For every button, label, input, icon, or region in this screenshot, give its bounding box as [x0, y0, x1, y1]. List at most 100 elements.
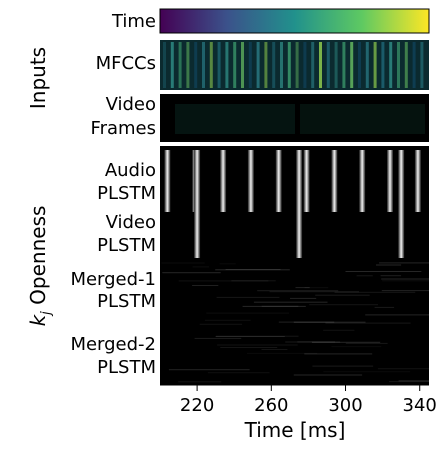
- mfcc-stripe: [397, 42, 400, 88]
- mfcc-stripe: [264, 42, 267, 88]
- x-tick-label: 220: [180, 395, 214, 416]
- mfcc-stripe: [358, 42, 361, 88]
- mfcc-stripe: [257, 42, 260, 88]
- openness-noise-line: [200, 324, 242, 325]
- openness-noise-line: [376, 265, 401, 266]
- openness-noise-line: [312, 342, 380, 343]
- openness-noise-line: [279, 322, 334, 323]
- mfcc-stripe: [405, 42, 408, 88]
- mfcc-stripe: [303, 42, 306, 88]
- openness-noise-line: [192, 285, 218, 286]
- mfcc-stripe: [374, 42, 377, 88]
- video-plstm-label-2: PLSTM: [97, 235, 156, 256]
- openness-noise-line: [325, 323, 410, 324]
- openness-group-title: kj Openness: [26, 206, 54, 327]
- openness-noise-line: [179, 280, 269, 281]
- openness-noise-line: [217, 345, 298, 346]
- video-frames-glow-1: [175, 104, 295, 134]
- merged1-plstm-label-1: Merged-1: [70, 269, 156, 290]
- video-frames-glow-2: [300, 104, 425, 134]
- x-tick-label: 260: [254, 395, 288, 416]
- audio-plstm-label-1: Audio: [105, 160, 156, 181]
- openness-noise-line: [262, 349, 288, 350]
- openness-noise-line: [379, 262, 440, 263]
- video-pulse: [296, 150, 302, 258]
- x-axis-title: Time [ms]: [244, 418, 346, 442]
- openness-noise-line: [365, 314, 444, 315]
- openness-noise-line: [262, 306, 299, 307]
- mfcc-stripe: [280, 42, 283, 88]
- openness-noise-line: [195, 338, 242, 339]
- audio-pulse: [248, 150, 254, 212]
- openness-noise-line: [381, 275, 402, 276]
- openness-noise-line: [375, 307, 395, 308]
- mfcc-stripe: [381, 42, 384, 88]
- audio-pulse: [415, 150, 421, 212]
- mfcc-stripe: [389, 42, 392, 88]
- inputs-group-title: Inputs: [26, 47, 50, 109]
- openness-noise-line: [169, 369, 250, 370]
- mfcc-panel: [160, 40, 429, 90]
- openness-noise-line: [382, 290, 444, 291]
- merged1-plstm-label-2: PLSTM: [97, 291, 156, 312]
- mfcc-stripe: [272, 42, 275, 88]
- openness-noise-line: [346, 271, 422, 272]
- audio-pulse: [304, 150, 310, 212]
- audio-pulse: [276, 150, 282, 212]
- x-tick-label: 340: [403, 395, 437, 416]
- openness-noise-line: [178, 381, 221, 382]
- mfcc-stripe: [225, 42, 228, 88]
- video-pulse: [194, 150, 200, 258]
- openness-noise-line: [193, 266, 209, 267]
- mfcc-stripe: [163, 42, 166, 88]
- openness-noise-line: [162, 263, 205, 264]
- video-frames-label-2: Frames: [91, 118, 156, 139]
- audio-plstm-label-2: PLSTM: [97, 183, 156, 204]
- openness-noise-line: [399, 380, 444, 381]
- mfcc-stripe: [233, 42, 236, 88]
- openness-noise-line: [382, 280, 433, 281]
- mfcc-stripe: [350, 42, 353, 88]
- mfcc-stripe: [249, 42, 252, 88]
- openness-noise-line: [381, 279, 444, 280]
- openness-noise-line: [270, 291, 360, 292]
- audio-pulse: [387, 150, 393, 212]
- openness-noise-line: [254, 302, 328, 303]
- openness-noise-line: [217, 297, 280, 298]
- mfcc-stripe: [366, 42, 369, 88]
- audio-pulse: [164, 150, 170, 212]
- mfcc-label: MFCCs: [96, 53, 156, 74]
- openness-noise-line: [294, 375, 362, 376]
- openness-noise-line: [315, 295, 370, 296]
- openness-noise-line: [257, 290, 338, 291]
- mfcc-stripe: [413, 42, 416, 88]
- video-pulse: [398, 150, 404, 258]
- video-frames-label-1: Video: [106, 94, 156, 115]
- openness-noise-line: [331, 346, 381, 347]
- mfcc-stripe: [179, 42, 182, 88]
- mfcc-stripe: [311, 42, 314, 88]
- openness-noise-line: [305, 287, 329, 288]
- audio-pulse: [359, 150, 365, 212]
- mfcc-stripe: [194, 42, 197, 88]
- mfcc-stripe: [241, 42, 244, 88]
- mfcc-stripe: [202, 42, 205, 88]
- video-plstm-label-1: Video: [106, 212, 156, 233]
- openness-noise-line: [162, 272, 220, 273]
- colorbar: [160, 9, 429, 33]
- mfcc-stripe: [288, 42, 291, 88]
- openness-noise-line: [378, 368, 444, 369]
- openness-noise-line: [312, 366, 373, 367]
- openness-noise-line: [357, 275, 373, 276]
- mfcc-stripe: [186, 42, 189, 88]
- merged2-plstm-label-1: Merged-2: [70, 334, 156, 355]
- openness-noise-line: [323, 371, 410, 372]
- openness-noise-line: [216, 336, 285, 337]
- mfcc-stripe: [327, 42, 330, 88]
- audio-pulse: [331, 150, 337, 212]
- mfcc-stripe: [342, 42, 345, 88]
- openness-noise-line: [208, 372, 270, 373]
- mfcc-stripe: [171, 42, 174, 88]
